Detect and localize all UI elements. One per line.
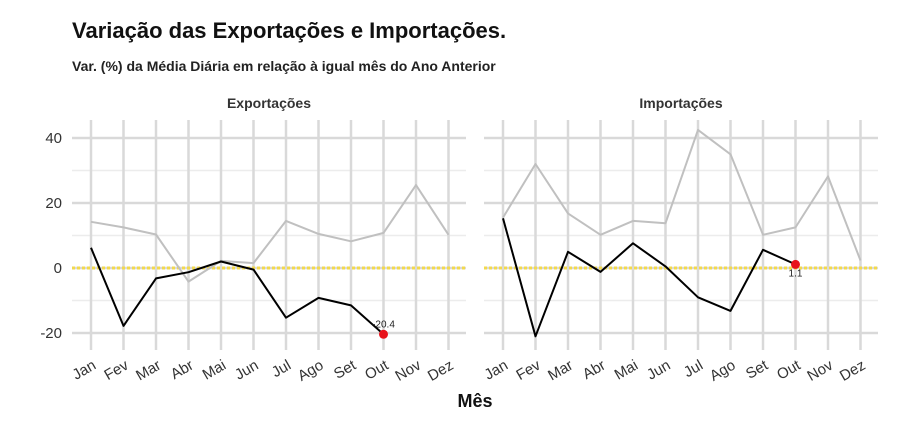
- x-tick-label: Jun: [232, 357, 261, 384]
- chart-title: Variação das Exportações e Importações.: [72, 18, 507, 43]
- x-tick-label: Nov: [804, 356, 836, 384]
- x-tick-label: Abr: [168, 357, 197, 383]
- y-tick-label: 20: [45, 195, 62, 212]
- x-tick-label: Out: [362, 356, 392, 383]
- x-tick-label: Out: [774, 356, 804, 383]
- highlight-point: [791, 259, 800, 269]
- x-tick-label: Mar: [133, 357, 164, 385]
- chart-subtitle: Var. (%) da Média Diária em relação à ig…: [72, 58, 496, 74]
- highlight-point-label: -20.4: [372, 319, 395, 330]
- series-line-current: [90, 247, 385, 336]
- x-tick-label: Mai: [200, 357, 229, 384]
- y-tick-label: 40: [45, 130, 62, 147]
- x-tick-label: Mar: [545, 357, 576, 385]
- x-tick-label: Dez: [425, 357, 457, 385]
- series-line-previous: [90, 184, 450, 283]
- x-tick-label: Mai: [612, 357, 641, 384]
- panel-title-0: Exportações: [227, 95, 311, 111]
- x-tick-label: Jul: [681, 357, 706, 381]
- x-tick-label: Fev: [101, 356, 132, 383]
- panel-title-1: Importações: [639, 95, 722, 111]
- grid-layer: [72, 120, 878, 350]
- x-tick-label: Abr: [580, 357, 609, 383]
- x-tick-label: Ago: [295, 357, 327, 385]
- highlight-point: [379, 329, 388, 339]
- x-tick-label: Jan: [70, 357, 99, 384]
- y-tick-label: -20: [40, 325, 62, 342]
- x-tick-label: Ago: [707, 357, 739, 385]
- y-tick-label: 0: [54, 260, 62, 277]
- series-layer: [90, 128, 862, 339]
- x-axis-label: Mês: [457, 391, 492, 411]
- x-tick-label: Set: [331, 356, 360, 382]
- x-tick-label: Jan: [482, 357, 511, 384]
- x-tick-label: Dez: [837, 357, 869, 385]
- series-line-previous: [502, 128, 862, 261]
- x-tick-label: Jun: [644, 357, 673, 384]
- x-tick-label: Fev: [513, 356, 544, 383]
- highlight-point-label: 1.1: [789, 268, 803, 279]
- x-tick-label: Jul: [269, 357, 294, 381]
- x-tick-label: Set: [743, 356, 772, 382]
- x-tick-label: Nov: [392, 356, 424, 384]
- series-line-current: [502, 218, 796, 338]
